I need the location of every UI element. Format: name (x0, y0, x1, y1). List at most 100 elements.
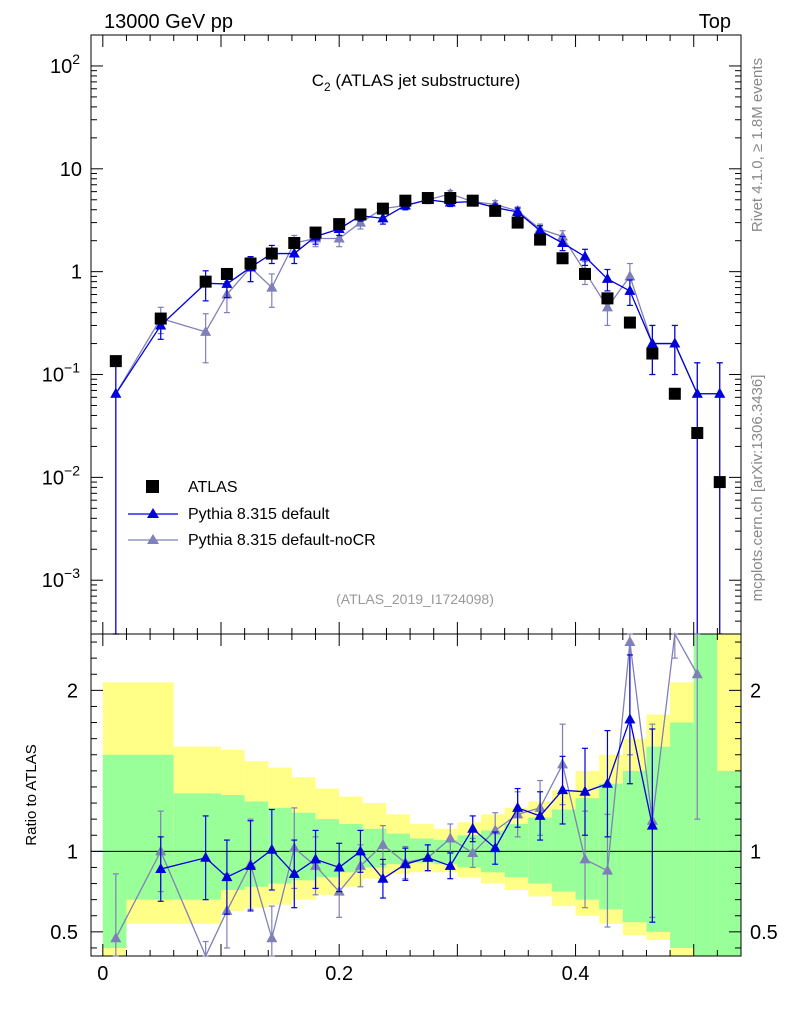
data-point-triangle (377, 212, 389, 223)
title-c: C (312, 71, 324, 90)
data-point-triangle (266, 281, 278, 292)
data-point-atlas (309, 226, 322, 239)
data-point-triangle (333, 232, 345, 243)
ratio-y-tick-label: 0.5 (50, 922, 78, 944)
ratio-frame (90, 633, 742, 957)
data-point-atlas (466, 194, 479, 207)
data-point-atlas (199, 275, 212, 288)
band-inner (693, 634, 718, 956)
x-tick-label: 0.4 (562, 963, 590, 985)
ratio-series-line (160, 716, 653, 880)
band-inner (551, 809, 576, 892)
y-tick-exp: −3 (64, 565, 80, 581)
ratio-data-point (377, 872, 389, 883)
y-tick-base: 1 (71, 262, 82, 284)
ratio-plot-marks (110, 631, 703, 958)
data-point-atlas (646, 347, 659, 360)
ratio-data-point (601, 864, 613, 875)
ratio-data-point (579, 853, 591, 864)
ratio-data-point (110, 932, 122, 943)
data-point-atlas (534, 233, 547, 246)
data-point-atlas (220, 267, 233, 280)
band-inner (126, 754, 174, 900)
ratio-y-tick-label-right: 1 (750, 841, 761, 863)
legend-nocr-label: Pythia 8.315 default-noCR (188, 532, 376, 549)
y-tick-base: 10 (42, 467, 64, 489)
data-point-atlas (601, 292, 614, 305)
ratio-y-label: Ratio to ATLAS (23, 744, 40, 845)
data-point-triangle (221, 277, 233, 288)
y-tick-exp: −1 (64, 360, 80, 376)
ratio-y-tick-label-right: 2 (750, 680, 761, 702)
y-tick-base: 10 (50, 56, 72, 78)
ratio-data-point (245, 859, 257, 870)
data-point-atlas (109, 355, 122, 368)
main-plot-marks (109, 187, 726, 635)
series-line (115, 199, 720, 395)
band-inner (504, 823, 529, 878)
ratio-uncertainty-bands (102, 634, 741, 956)
ratio-data-point (399, 858, 411, 869)
data-point-atlas (265, 247, 278, 260)
mcplots-label: mcplots.cern.ch [arXiv:1306.3436] (749, 375, 766, 602)
title-rest: (ATLAS jet substructure) (331, 71, 521, 90)
legend: ATLAS Pythia 8.315 default Pythia 8.315 … (128, 479, 376, 549)
data-point-triangle (691, 387, 703, 398)
energy-label: 13000 GeV pp (104, 11, 233, 33)
y-tick-base: 10 (42, 570, 64, 592)
y-tick-exp: −2 (64, 462, 80, 478)
data-point-triangle (601, 272, 613, 283)
ratio-data-point (691, 668, 703, 679)
ratio-data-point (221, 871, 233, 882)
band-inner (339, 823, 363, 873)
ratio-data-point (266, 843, 278, 854)
data-point-atlas (333, 218, 346, 231)
data-point-triangle (624, 284, 636, 295)
y-tick-base: 10 (42, 365, 64, 387)
data-point-atlas (244, 257, 257, 270)
x-tick-label: 0.2 (325, 963, 353, 985)
y-tick-exp: 2 (72, 51, 80, 67)
process-label: Top (699, 11, 731, 33)
legend-nocr-marker (147, 534, 159, 544)
ratio-data-point (512, 801, 524, 812)
ratio-data-point (377, 838, 389, 849)
data-point-triangle (579, 250, 591, 261)
title-sub: 2 (324, 80, 331, 94)
data-point-triangle (714, 387, 726, 398)
ratio-data-point (601, 777, 613, 788)
data-point-atlas (623, 316, 636, 329)
band-inner (433, 840, 458, 865)
data-point-atlas (668, 387, 681, 400)
data-point-triangle (288, 247, 300, 258)
data-point-atlas (376, 202, 389, 215)
data-point-triangle (110, 387, 122, 398)
data-point-triangle (646, 337, 658, 348)
data-point-atlas (288, 236, 301, 249)
ratio-data-point (444, 859, 456, 870)
legend-atlas-marker (146, 480, 159, 493)
y-tick-base: 10 (60, 159, 82, 181)
data-point-atlas (399, 194, 412, 207)
ratio-data-point (646, 819, 658, 830)
data-point-atlas (579, 267, 591, 280)
band-inner (528, 817, 552, 884)
band-inner (717, 770, 741, 956)
ratio-data-point (624, 636, 636, 647)
ratio-data-point (489, 842, 501, 853)
data-point-triangle (601, 301, 613, 312)
ratio-data-point (557, 784, 569, 795)
band-inner (244, 801, 269, 887)
y-tick-label: 1 (71, 262, 82, 284)
ratio-data-point (467, 846, 479, 857)
y-tick-label: 10−1 (42, 360, 80, 387)
ratio-data-point (579, 785, 591, 796)
data-point-triangle (200, 325, 212, 336)
ratio-data-point (467, 822, 479, 833)
legend-default-marker (147, 508, 159, 518)
band-inner (173, 793, 221, 900)
band-inner (599, 783, 623, 910)
y-tick-label: 10−3 (42, 565, 80, 592)
